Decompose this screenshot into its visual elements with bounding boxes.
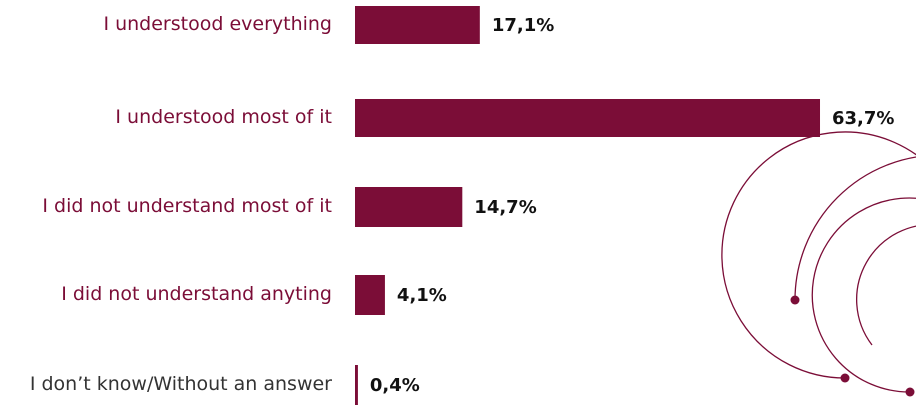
category-text: I understood everything bbox=[103, 13, 332, 36]
category-label: I don’t know/Without an answer bbox=[0, 355, 332, 414]
category-text: I don’t know/Without an answer bbox=[29, 373, 332, 396]
value-label: 63,7% bbox=[832, 108, 894, 129]
category-text: I did not understand most of it bbox=[42, 195, 332, 218]
bar bbox=[355, 365, 358, 405]
bar bbox=[355, 187, 463, 227]
value-label: 0,4% bbox=[370, 375, 420, 396]
category-label: I did not understand most of it bbox=[0, 177, 332, 237]
dot bbox=[840, 373, 850, 383]
bar bbox=[355, 99, 821, 137]
arc bbox=[721, 131, 916, 379]
category-text: I understood most of it bbox=[115, 106, 332, 129]
bar bbox=[355, 275, 385, 315]
category-label: I understood everything bbox=[0, 0, 332, 55]
arc bbox=[794, 156, 916, 301]
category-text: I did not understand anyting bbox=[61, 283, 332, 306]
category-label: I understood most of it bbox=[0, 88, 332, 148]
dot bbox=[905, 387, 915, 397]
dot bbox=[790, 295, 800, 305]
value-label: 17,1% bbox=[492, 15, 554, 36]
value-label: 4,1% bbox=[397, 285, 447, 306]
category-label: I did not understand anyting bbox=[0, 265, 332, 325]
decoration-dots bbox=[790, 295, 915, 397]
decoration bbox=[721, 131, 916, 393]
value-label: 14,7% bbox=[474, 197, 536, 218]
arc bbox=[855, 225, 916, 346]
bar bbox=[355, 6, 480, 44]
arc bbox=[811, 197, 916, 393]
